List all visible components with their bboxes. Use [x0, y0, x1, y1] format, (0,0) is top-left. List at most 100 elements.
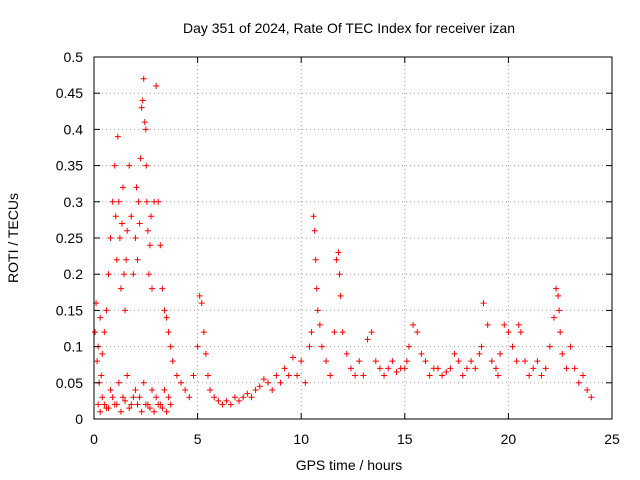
data-point — [403, 358, 410, 365]
data-point — [260, 376, 267, 383]
data-point — [157, 242, 164, 249]
data-point — [200, 329, 207, 336]
data-point — [105, 271, 112, 278]
data-point — [405, 343, 412, 350]
x-tick-label: 10 — [293, 431, 309, 447]
data-point — [364, 336, 371, 343]
data-point — [114, 133, 121, 140]
data-point — [163, 314, 170, 321]
data-point — [521, 358, 528, 365]
data-point — [256, 383, 263, 390]
data-point — [447, 365, 454, 372]
data-point — [401, 365, 408, 372]
y-tick-label: 0.5 — [64, 49, 84, 65]
data-point — [414, 329, 421, 336]
y-tick-label: 0 — [75, 411, 83, 427]
data-point — [159, 285, 166, 292]
data-point — [137, 155, 144, 162]
data-point — [161, 387, 168, 394]
data-point — [294, 372, 301, 379]
data-point — [196, 292, 203, 299]
data-point — [505, 329, 512, 336]
data-point — [136, 394, 143, 401]
data-points — [92, 75, 595, 415]
data-point — [186, 394, 193, 401]
data-point — [459, 372, 466, 379]
data-point — [139, 97, 146, 104]
data-point — [314, 307, 321, 314]
data-point — [135, 198, 142, 205]
data-point — [546, 343, 553, 350]
data-point — [105, 405, 112, 412]
data-point — [115, 198, 122, 205]
data-point — [336, 271, 343, 278]
data-point — [563, 365, 570, 372]
data-point — [468, 358, 475, 365]
data-point — [130, 271, 137, 278]
data-point — [101, 401, 108, 408]
data-point — [418, 350, 425, 357]
data-point — [347, 365, 354, 372]
data-point — [155, 198, 162, 205]
data-point — [109, 198, 116, 205]
data-point — [202, 350, 209, 357]
data-point — [285, 372, 292, 379]
y-tick-label: 0.3 — [64, 194, 84, 210]
x-tick-label: 0 — [90, 431, 98, 447]
data-point — [126, 162, 133, 169]
data-point — [555, 292, 562, 299]
data-point — [517, 329, 524, 336]
x-tick-label: 25 — [604, 431, 620, 447]
data-point — [571, 365, 578, 372]
data-point — [410, 321, 417, 328]
y-tick-label: 0.45 — [56, 85, 83, 101]
y-tick-label: 0.05 — [56, 375, 83, 391]
data-point — [579, 372, 586, 379]
data-point — [161, 307, 168, 314]
data-point — [236, 397, 243, 404]
data-point — [567, 343, 574, 350]
data-point — [316, 321, 323, 328]
data-point — [92, 329, 99, 336]
data-point — [123, 256, 130, 263]
data-point — [149, 285, 156, 292]
data-point — [207, 387, 214, 394]
data-point — [289, 354, 296, 361]
data-point — [128, 213, 135, 220]
data-point — [318, 343, 325, 350]
x-tick-label: 5 — [194, 431, 202, 447]
data-point — [163, 408, 170, 415]
axis-ticks: 0 5 10 15 20 25 0 0.05 0.1 0.15 0.2 0.25 0.3 0.35 0.4 0… — [56, 49, 620, 447]
data-point — [584, 387, 591, 394]
data-point — [501, 321, 508, 328]
data-point — [122, 307, 129, 314]
data-point — [281, 365, 288, 372]
data-point — [333, 256, 340, 263]
data-point — [145, 271, 152, 278]
data-point — [132, 235, 139, 241]
data-point — [128, 401, 135, 408]
data-point — [376, 365, 383, 372]
data-point — [215, 397, 222, 404]
data-point — [107, 387, 114, 394]
data-point — [509, 343, 516, 350]
data-point — [492, 365, 499, 372]
data-point — [211, 394, 218, 401]
data-point — [372, 358, 379, 365]
data-point — [143, 198, 150, 205]
y-tick-label: 0.25 — [56, 230, 83, 246]
data-point — [557, 329, 564, 336]
data-point — [269, 387, 276, 394]
data-point — [389, 358, 396, 365]
y-tick-label: 0.35 — [56, 158, 83, 174]
data-point — [385, 365, 392, 372]
data-point — [159, 405, 166, 412]
data-point — [311, 227, 318, 234]
data-point — [273, 372, 280, 379]
data-point — [530, 365, 537, 372]
data-point — [138, 408, 145, 415]
data-point — [173, 372, 180, 379]
data-point — [556, 307, 563, 314]
data-point — [149, 387, 156, 394]
x-tick-label: 15 — [397, 431, 413, 447]
